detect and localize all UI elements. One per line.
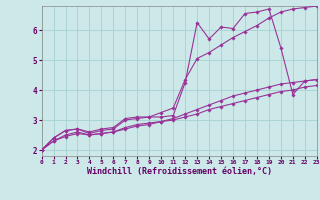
X-axis label: Windchill (Refroidissement éolien,°C): Windchill (Refroidissement éolien,°C)	[87, 167, 272, 176]
